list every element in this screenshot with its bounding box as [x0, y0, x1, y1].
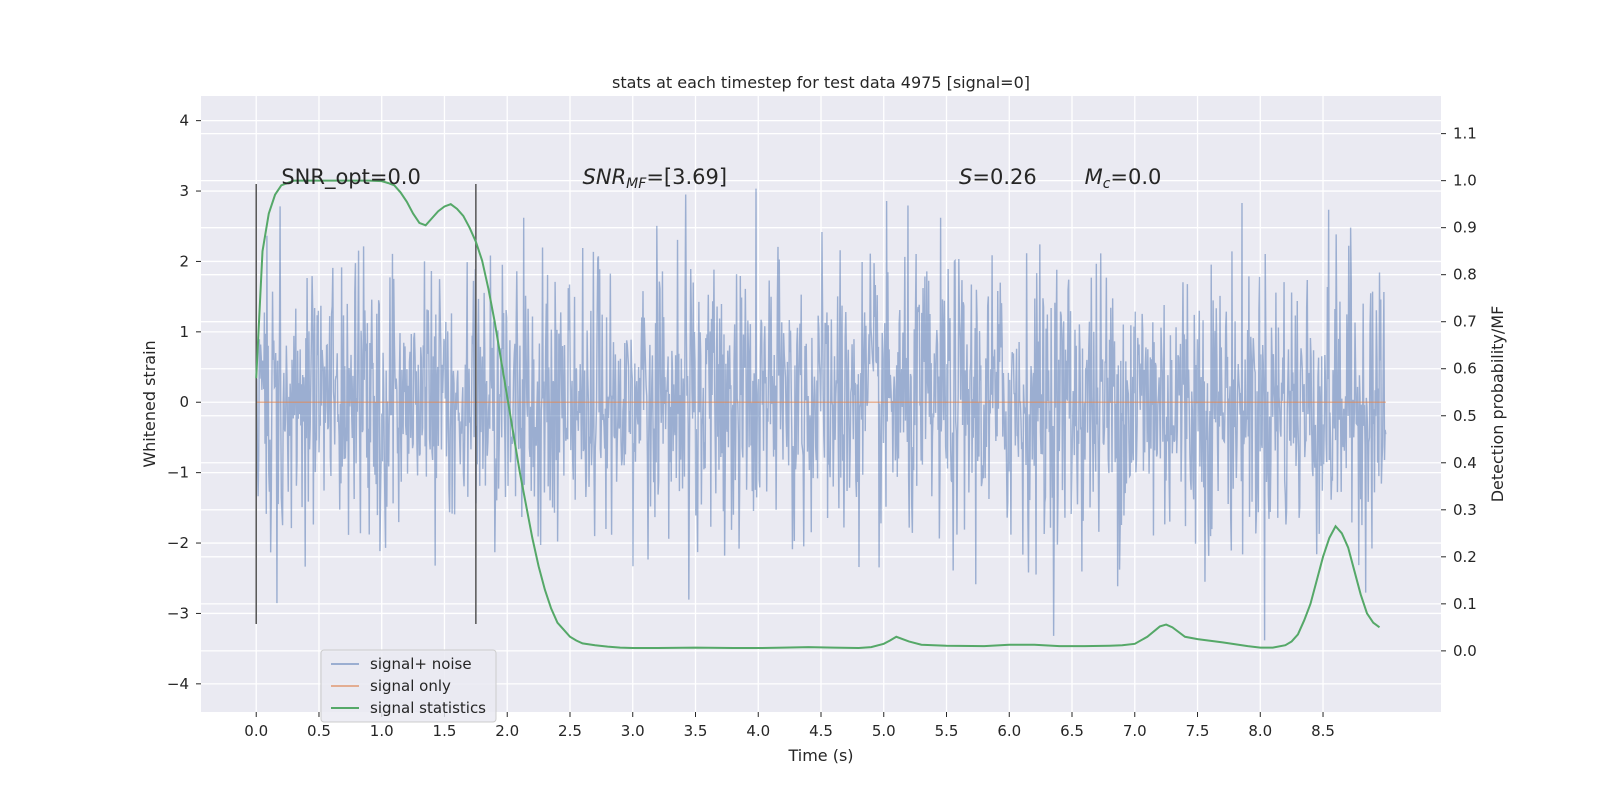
annotation-mc-value: Mc=0.0 — [1085, 165, 1162, 192]
x-tick-label-13: 6.5 — [1060, 722, 1084, 740]
y2-tick-label-7: 0.7 — [1453, 313, 1477, 331]
y2-tick-label-3: 0.3 — [1453, 501, 1477, 519]
y-tick-label-3: −1 — [167, 464, 189, 482]
x-tick-label-4: 2.0 — [495, 722, 519, 740]
legend-box — [320, 649, 497, 723]
x-tick-label-0: 0.0 — [244, 722, 268, 740]
signal-statistics-line — [255, 179, 1381, 650]
x-tick-label-6: 3.0 — [621, 722, 645, 740]
x-tick-label-10: 5.0 — [872, 722, 896, 740]
x-tick-label-12: 6.0 — [997, 722, 1021, 740]
x-tick-label-15: 7.5 — [1186, 722, 1210, 740]
y-axis-label: Whitened strain — [140, 340, 159, 467]
x-tick-label-14: 7.0 — [1123, 722, 1147, 740]
y-tick-label-6: 2 — [179, 252, 189, 270]
annotation-snr-opt: SNR_opt=0.0 — [281, 165, 421, 190]
legend-label-signal-only: signal only — [370, 677, 451, 695]
x-tick-label-11: 5.5 — [935, 722, 959, 740]
y2-tick-label-2: 0.2 — [1453, 548, 1477, 566]
annotation-s-value: S=0.26 — [959, 165, 1037, 189]
marker-lines — [255, 184, 477, 624]
x-axis-label: Time (s) — [787, 746, 853, 765]
chart-title: stats at each timestep for test data 497… — [612, 73, 1030, 92]
series-signal-statistics — [255, 179, 1381, 650]
legend-label-signal-statistics: signal statistics — [370, 699, 486, 717]
series-signal-noise — [255, 188, 1387, 641]
annotations: SNR_opt=0.0 SNRMF=[3.69] S=0.26 Mc=0.0 — [281, 165, 1161, 192]
legend: signal+ noise signal only signal statist… — [320, 649, 497, 723]
y2-tick-label-4: 0.4 — [1453, 454, 1477, 472]
y2-tick-label-0: 0.0 — [1453, 642, 1477, 660]
legend-label-signal-noise: signal+ noise — [370, 655, 472, 673]
y2-axis-label: Detection probability/MF — [1488, 306, 1507, 503]
y-axis-ticks: −4 −3 −2 −1 0 1 2 3 4 — [167, 112, 201, 693]
signal-noise-line — [255, 188, 1387, 641]
y-tick-label-2: −2 — [167, 534, 189, 552]
annotation-snr-mf: SNRMF=[3.69] — [583, 165, 728, 192]
y2-tick-label-6: 0.6 — [1453, 360, 1477, 378]
x-tick-label-7: 3.5 — [684, 722, 708, 740]
y-tick-label-0: −4 — [167, 675, 189, 693]
y2-tick-label-9: 0.9 — [1453, 219, 1477, 237]
y2-tick-label-1: 0.1 — [1453, 595, 1477, 613]
x-tick-label-8: 4.0 — [746, 722, 770, 740]
x-tick-label-9: 4.5 — [809, 722, 833, 740]
y-tick-label-4: 0 — [179, 393, 189, 411]
x-tick-label-17: 8.5 — [1311, 722, 1335, 740]
x-tick-label-2: 1.0 — [370, 722, 394, 740]
y2-tick-label-8: 0.8 — [1453, 266, 1477, 284]
x-tick-label-3: 1.5 — [433, 722, 457, 740]
x-tick-label-5: 2.5 — [558, 722, 582, 740]
y2-tick-label-11: 1.1 — [1453, 125, 1477, 143]
x-axis-ticks: 0.0 0.5 1.0 1.5 2.0 2.5 3.0 3.5 4.0 4.5 5.0 5.5 6.0 6… — [244, 712, 1335, 740]
y2-axis-ticks: 0.0 0.1 0.2 0.3 0.4 0.5 0.6 0.7 0.8 0.9 1.0 1.1 — [1441, 125, 1477, 660]
y-tick-label-7: 3 — [179, 182, 189, 200]
y2-tick-label-10: 1.0 — [1453, 172, 1477, 190]
y-tick-label-1: −3 — [167, 604, 189, 622]
y-tick-label-8: 4 — [179, 112, 189, 130]
y2-tick-label-5: 0.5 — [1453, 407, 1477, 425]
y-tick-label-5: 1 — [179, 323, 189, 341]
x-tick-label-1: 0.5 — [307, 722, 331, 740]
x-tick-label-16: 8.0 — [1248, 722, 1272, 740]
